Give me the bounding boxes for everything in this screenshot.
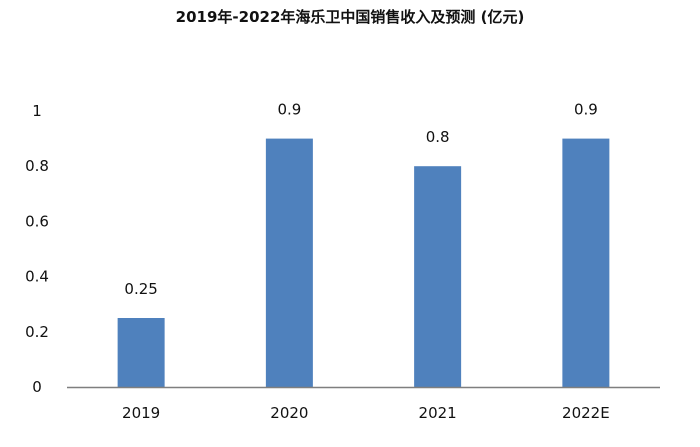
- y-tick-labels-group: 0 0.2 0.4 0.6 0.8 1: [25, 102, 49, 396]
- chart-title: 2019年-2022年海乐卫中国销售收入及预测 (亿元): [175, 8, 525, 26]
- y-tick-label-0-8: 0.8: [25, 157, 49, 175]
- x-tick-label-2021: 2021: [419, 404, 457, 422]
- data-labels-group: 0.25 0.9 0.8 0.9: [124, 101, 597, 298]
- bar-2022E: [562, 138, 610, 387]
- y-tick-label-0-2: 0.2: [25, 323, 49, 341]
- data-label-2022E: 0.9: [574, 101, 598, 119]
- bar-2021: [414, 166, 462, 387]
- data-label-2019: 0.25: [124, 280, 157, 298]
- y-tick-label-1: 1: [32, 102, 42, 120]
- data-label-2020: 0.9: [277, 101, 301, 119]
- x-tick-label-2022E: 2022E: [562, 404, 610, 422]
- x-tick-label-2020: 2020: [270, 404, 308, 422]
- bar-2019: [117, 318, 165, 387]
- bar-2020: [265, 138, 313, 387]
- data-label-2021: 0.8: [426, 128, 450, 146]
- y-tick-label-0: 0: [32, 378, 42, 396]
- x-tick-label-2019: 2019: [122, 404, 160, 422]
- y-tick-label-0-4: 0.4: [25, 268, 49, 286]
- bars-group: [117, 138, 610, 387]
- y-tick-label-0-6: 0.6: [25, 212, 49, 230]
- x-tick-labels-group: 2019 2020 2021 2022E: [122, 404, 610, 422]
